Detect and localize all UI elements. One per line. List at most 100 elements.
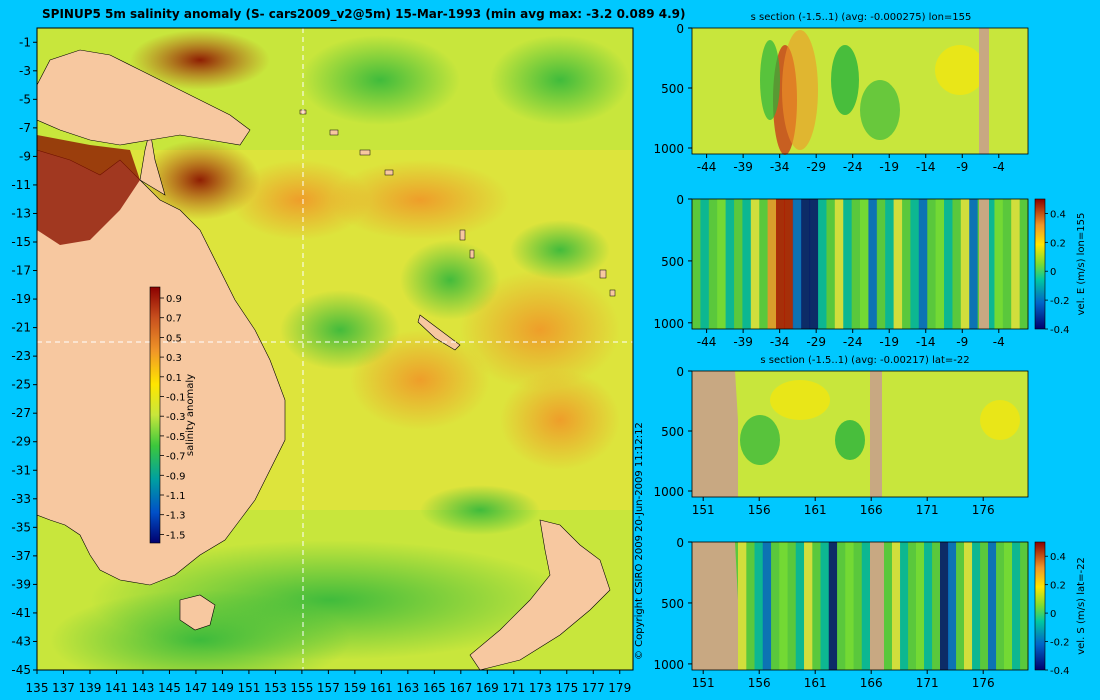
lat-tick-label: -41: [11, 606, 31, 620]
panel-velocity-south-lat-22: vel. S (m/s) lat=-22 151 156 161 166 171 176 0…: [653, 536, 1087, 690]
cb-tick-label: -0.4: [1050, 666, 1070, 677]
australia-landmass: [37, 149, 286, 586]
lon-tick-label: 153: [264, 681, 287, 695]
copyright-text: © Copyright CSIRO 2009 20-Jun-2009 11:12…: [634, 422, 645, 660]
x-tick-label: -4: [993, 160, 1005, 174]
x-tick-label: -39: [733, 335, 753, 349]
colorbar-tick-label: -0.5: [166, 432, 186, 443]
lat-tick-label: -21: [11, 321, 31, 335]
lat-tick-label: -39: [11, 577, 31, 591]
colorbar-tick-label: 0.5: [166, 333, 182, 344]
x-tick-label: -14: [916, 335, 936, 349]
x-tick-label: 166: [860, 503, 883, 517]
lat-tick-label: -35: [11, 520, 31, 534]
x-tick-label: 171: [916, 676, 939, 690]
panel-salinity-section-lon155: s section (-1.5..1) (avg: -0.000275) lon…: [653, 12, 1029, 174]
panel4-colorbar-label: vel. S (m/s) lat=-22: [1076, 557, 1087, 655]
lat-tick-label: -23: [11, 349, 31, 363]
y-tick-label: 0: [676, 365, 684, 379]
x-tick-label: 161: [804, 676, 827, 690]
y-tick-label: 500: [661, 425, 684, 439]
lon-tick-label: 169: [476, 681, 499, 695]
lon-tick-label: 139: [79, 681, 102, 695]
y-tick-label: 1000: [653, 142, 684, 156]
lon-tick-label: 177: [582, 681, 605, 695]
salinity-field: [37, 28, 633, 670]
colorbar-tick-label: -0.7: [166, 452, 186, 463]
salinity-colorbar: 0.9 0.7 0.5 0.3 0.1 -0.1 -0.3 -0.5 -0.7 -0.9 -1.1 -…: [149, 286, 196, 544]
panel3-title: s section (-1.5..1) (avg: -0.00217) lat=…: [760, 355, 969, 366]
y-tick-label: 0: [676, 193, 684, 207]
lon-tick-label: 167: [449, 681, 472, 695]
lon-tick-label: 159: [343, 681, 366, 695]
colorbar-tick-label: 0.3: [166, 353, 182, 364]
lon-tick-label: 179: [608, 681, 631, 695]
lat-tick-label: -37: [11, 549, 31, 563]
colorbar-tick-label: 0.9: [166, 294, 182, 305]
x-tick-label: -9: [956, 335, 968, 349]
x-tick-label: -24: [843, 160, 863, 174]
colorbar-tick-label: 0.7: [166, 314, 182, 325]
cb-tick-label: -0.2: [1050, 296, 1070, 307]
x-tick-label: -19: [879, 335, 899, 349]
colorbar-tick-label: 0.1: [166, 373, 182, 384]
y-tick-label: 0: [676, 22, 684, 36]
lat-tick-label: -17: [11, 264, 31, 278]
lat-tick-label: -25: [11, 378, 31, 392]
new-zealand-landmass: [469, 519, 611, 670]
x-tick-label: 171: [916, 503, 939, 517]
x-tick-label: -29: [806, 160, 826, 174]
lon-tick-label: 163: [396, 681, 419, 695]
lon-tick-label: 175: [555, 681, 578, 695]
lat-tick-label: -27: [11, 406, 31, 420]
cb-tick-label: 0.2: [1050, 238, 1066, 249]
cb-tick-label: -0.2: [1050, 638, 1070, 649]
x-tick-label: 156: [748, 503, 771, 517]
colorbar-tick-label: -1.5: [166, 530, 186, 541]
panel-velocity-east-lon155: vel. E (m/s) lon=155 -44 -39 -34 -29 -24 -19 -…: [653, 193, 1087, 349]
lat-tick-label: -5: [19, 92, 31, 106]
x-tick-label: -24: [843, 335, 863, 349]
panel2-colorbar-label: vel. E (m/s) lon=155: [1076, 213, 1087, 316]
lat-tick-label: -31: [11, 463, 31, 477]
lon-tick-label: 157: [317, 681, 340, 695]
lat-tick-label: -13: [11, 206, 31, 220]
lat-tick-label: -1: [19, 35, 31, 49]
panel-salinity-section-lat-22: s section (-1.5..1) (avg: -0.00217) lat=…: [653, 355, 1029, 517]
x-tick-label: -44: [697, 335, 717, 349]
y-tick-label: 1000: [653, 317, 684, 331]
lon-axis: 135 137 139 141 143 145 147 149 151 153 155 157 159 1…: [26, 670, 631, 695]
lat-axis: -1 -3 -5 -7 -9 -11 -13 -15 -17 -19 -21 -23 -25 -27 -29…: [11, 35, 37, 677]
x-tick-label: 151: [692, 503, 715, 517]
x-tick-label: 156: [748, 676, 771, 690]
lat-tick-label: -9: [19, 149, 31, 163]
lon-tick-label: 143: [132, 681, 155, 695]
y-tick-label: 500: [661, 82, 684, 96]
lon-tick-label: 151: [237, 681, 260, 695]
x-tick-label: 161: [804, 503, 827, 517]
main-map: -1 -3 -5 -7 -9 -11 -13 -15 -17 -19 -21 -23 -25 -27 -29…: [11, 27, 634, 695]
y-tick-label: 500: [661, 255, 684, 269]
lon-tick-label: 171: [502, 681, 525, 695]
y-tick-label: 0: [676, 536, 684, 550]
lat-tick-label: -29: [11, 435, 31, 449]
x-tick-label: -29: [806, 335, 826, 349]
lat-tick-label: -19: [11, 292, 31, 306]
x-tick-label: 166: [860, 676, 883, 690]
colorbar-label: salinity anomaly: [185, 374, 196, 456]
tasmania-landmass: [179, 594, 216, 631]
x-tick-label: -19: [879, 160, 899, 174]
cb-tick-label: -0.4: [1050, 325, 1070, 336]
lon-tick-label: 147: [184, 681, 207, 695]
lon-tick-label: 173: [529, 681, 552, 695]
cb-tick-label: 0.4: [1050, 209, 1066, 220]
x-tick-label: -39: [733, 160, 753, 174]
lon-tick-label: 149: [211, 681, 234, 695]
cb-tick-label: 0.2: [1050, 581, 1066, 592]
x-tick-label: -44: [697, 160, 717, 174]
x-tick-label: 176: [972, 503, 995, 517]
colorbar-tick-label: -0.9: [166, 471, 186, 482]
x-tick-label: -34: [770, 160, 790, 174]
main-map-title: SPINUP5 5m salinity anomaly (S- cars2009…: [42, 7, 685, 22]
